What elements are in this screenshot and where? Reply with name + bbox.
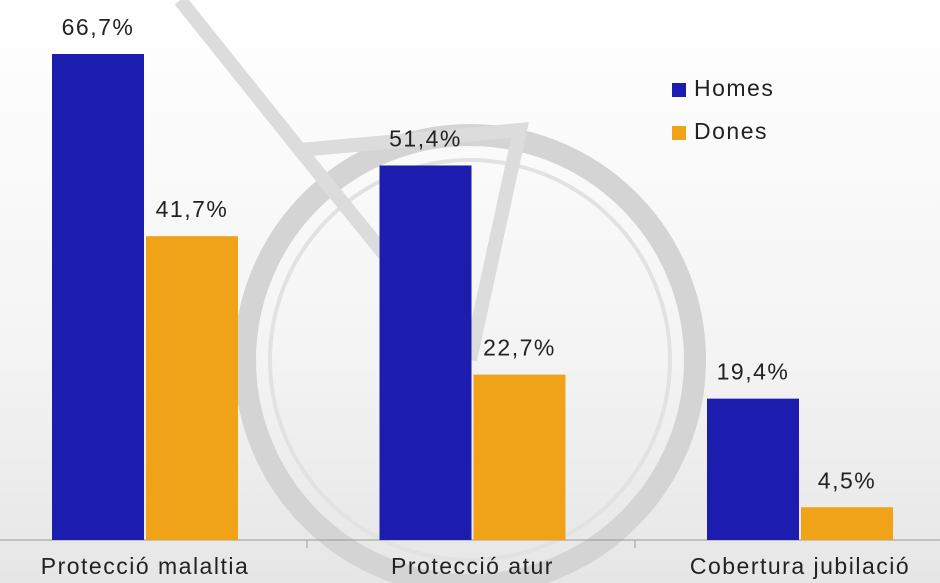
chart: Protecció malaltia 66,7% 41,7% Protecció at… (0, 0, 940, 583)
value-label: 41,7% (156, 196, 229, 222)
x-tick-label: Protecció atur (391, 553, 554, 579)
bar (707, 399, 799, 540)
x-tick-label: Cobertura jubilació (690, 553, 910, 579)
bar (801, 507, 893, 540)
value-label: 19,4% (717, 359, 790, 385)
value-label: 51,4% (389, 126, 462, 152)
legend-swatch (672, 126, 686, 140)
value-label: 4,5% (818, 467, 876, 493)
legend-label: Dones (694, 118, 768, 144)
bar (380, 165, 472, 540)
value-label: 66,7% (62, 14, 135, 40)
value-label: 22,7% (483, 335, 556, 361)
legend-swatch (672, 83, 686, 97)
bar (146, 236, 238, 540)
bar (52, 54, 144, 540)
bar (474, 375, 566, 540)
page: Protecció malaltia 66,7% 41,7% Protecció at… (0, 0, 940, 583)
x-tick-label: Protecció malaltia (41, 553, 250, 579)
legend-label: Homes (694, 75, 774, 101)
